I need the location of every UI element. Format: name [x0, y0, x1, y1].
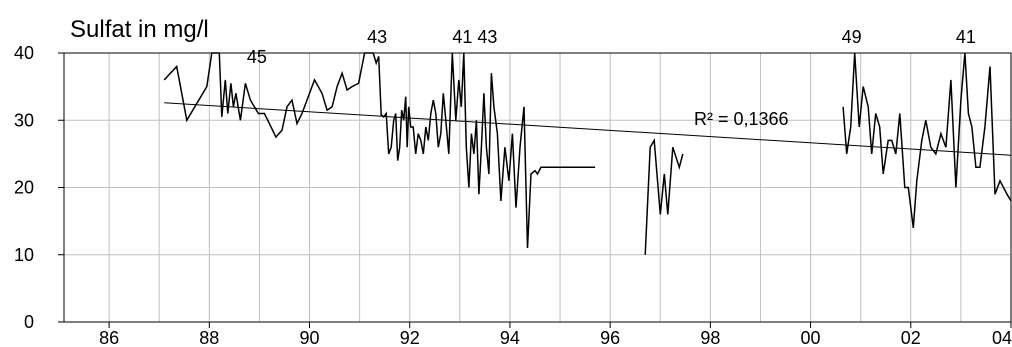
- r-squared-label: R² = 0,1366: [694, 109, 789, 129]
- peak-value-label: 43: [477, 27, 497, 47]
- series-line-segment: [842, 52, 1012, 228]
- series-line-segment: [644, 137, 684, 255]
- y-axis-ticks: 0 10 20 30 40: [14, 43, 64, 332]
- series-line-segment: [163, 52, 596, 249]
- y-tick-label: 0: [24, 312, 34, 332]
- grid-lines: [64, 52, 1012, 323]
- series-group: [163, 52, 1012, 255]
- x-tick-label: 04: [992, 328, 1012, 347]
- y-tick-label: 10: [14, 245, 34, 265]
- peak-value-label: 43: [367, 27, 387, 47]
- x-tick-label: 02: [901, 328, 921, 347]
- x-tick-label: 94: [500, 328, 520, 347]
- y-tick-label: 20: [14, 178, 34, 198]
- x-tick-label: 92: [400, 328, 420, 347]
- trendline-group: [164, 102, 1012, 156]
- x-tick-label: 88: [199, 328, 219, 347]
- peak-value-label: 49: [842, 27, 862, 47]
- x-tick-label: 86: [99, 328, 119, 347]
- x-tick-label: 00: [801, 328, 821, 347]
- peak-value-label: 41: [956, 27, 976, 47]
- x-tick-label: 98: [700, 328, 720, 347]
- trendline: [164, 102, 1012, 156]
- x-tick-label: 90: [300, 328, 320, 347]
- r-squared-label-group: R² = 0,1366: [694, 109, 789, 129]
- peak-value-label: 41: [452, 27, 472, 47]
- x-tick-label: 96: [600, 328, 620, 347]
- chart-title: Sulfat in mg/l: [70, 16, 209, 43]
- x-axis-ticks: 86 88 90 92 94 96 98 00 02 04: [99, 322, 1012, 347]
- peak-value-label: 45: [247, 47, 267, 67]
- y-tick-label: 30: [14, 110, 34, 130]
- y-tick-label: 40: [14, 43, 34, 63]
